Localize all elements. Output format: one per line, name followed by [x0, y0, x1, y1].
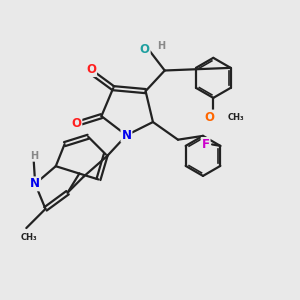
Text: H: H [157, 41, 165, 51]
Text: CH₃: CH₃ [227, 112, 244, 122]
Text: O: O [140, 43, 150, 56]
Text: O: O [205, 110, 215, 124]
Text: N: N [122, 129, 131, 142]
Text: H: H [30, 151, 38, 161]
Text: CH₃: CH₃ [20, 233, 37, 242]
Text: O: O [86, 63, 96, 76]
Text: N: N [30, 177, 40, 190]
Text: F: F [202, 138, 210, 151]
Text: O: O [71, 117, 81, 130]
